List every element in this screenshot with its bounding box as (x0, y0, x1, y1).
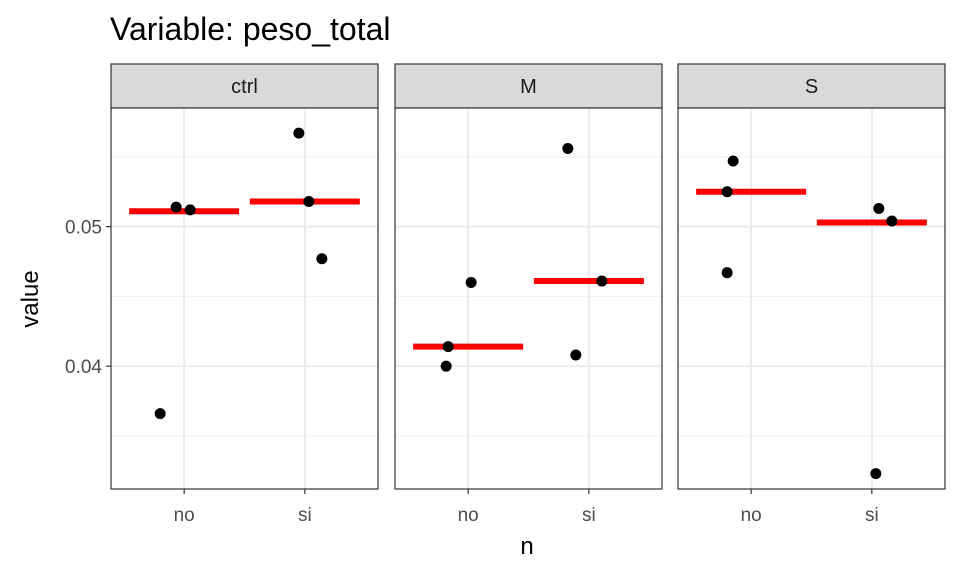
x-tick-label: si (298, 505, 312, 526)
x-tick-label: si (582, 505, 596, 526)
data-point (184, 204, 196, 216)
y-tick-label: 0.04 (65, 357, 102, 378)
panel-border (110, 107, 379, 490)
x-axis-title: n (520, 533, 533, 560)
facet-strip-label: S (805, 76, 818, 98)
data-point (727, 155, 739, 167)
x-tick-label: si (865, 505, 879, 526)
panel-background (111, 108, 378, 489)
y-axis-title: value (17, 270, 44, 327)
y-axis: 0.04 0.05 (65, 218, 111, 378)
x-axis: no si no si no si (174, 489, 879, 526)
panel-border (394, 107, 663, 490)
data-point (870, 468, 882, 480)
data-point (465, 276, 477, 288)
panel-background (678, 108, 945, 489)
facet-panel-ctrl: ctrl (110, 63, 379, 490)
data-point (293, 127, 305, 139)
chart-title: Variable: peso_total (110, 11, 390, 47)
x-tick-label: no (741, 505, 762, 526)
x-tick-label: no (174, 505, 195, 526)
facet-panel-S: S (677, 63, 946, 490)
data-point (570, 349, 582, 361)
panel-border (677, 107, 946, 490)
data-point (440, 360, 452, 372)
y-tick-label: 0.05 (65, 218, 102, 239)
facet-strip-label: ctrl (231, 76, 258, 98)
facet-strip-label: M (520, 76, 537, 98)
data-point (873, 202, 885, 214)
data-point (316, 253, 328, 265)
facet-strip (110, 63, 379, 109)
data-point (596, 275, 608, 287)
data-point (154, 408, 166, 420)
facet-panel-M: M (394, 63, 663, 490)
x-tick-label: no (458, 505, 479, 526)
data-point (721, 186, 733, 198)
facet-panels: ctrl M S (110, 63, 946, 490)
data-point (170, 201, 182, 213)
data-point (442, 341, 454, 353)
data-point (721, 267, 733, 279)
panel-background (395, 108, 662, 489)
data-point (886, 215, 898, 227)
data-point (562, 142, 574, 154)
data-point (303, 196, 315, 208)
